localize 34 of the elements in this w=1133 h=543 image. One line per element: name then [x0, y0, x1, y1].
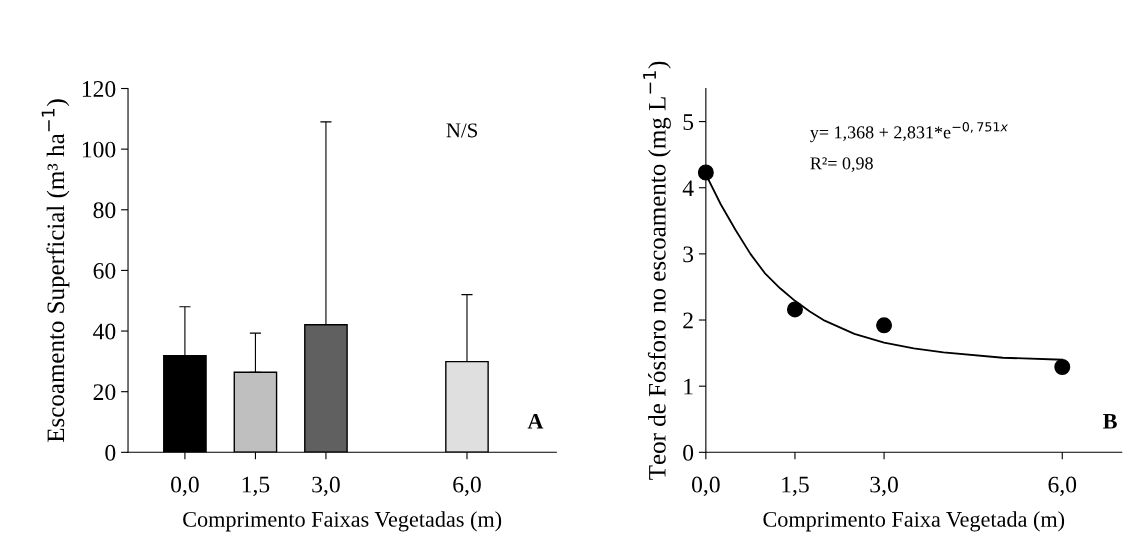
- x-tick-label: 6,0: [1048, 476, 1077, 496]
- y-tick-label: 0: [683, 444, 694, 461]
- y-tick-label: 3: [683, 246, 694, 263]
- x-tick-label: 3,0: [870, 476, 898, 496]
- y-tick-label: 20: [93, 384, 116, 401]
- annotation: R²= 0,98: [810, 157, 873, 173]
- annotation: B: [1103, 414, 1117, 429]
- x-tick-label: 0,0: [692, 476, 720, 496]
- point: [697, 164, 714, 181]
- x-tick-label: 3,0: [312, 476, 340, 496]
- annotation: A: [527, 413, 544, 429]
- y-tick-label: 120: [82, 81, 116, 97]
- y-tick-label: 40: [93, 323, 116, 340]
- x-tick-label: 0,0: [171, 476, 199, 496]
- x-tick-label: 1,5: [242, 476, 270, 496]
- y-tick-label: 4: [682, 180, 694, 196]
- y-axis-title: Teor de Fósforo no escoamento (mg L$^{−1}$): [643, 61, 671, 480]
- point: [876, 317, 893, 334]
- point: [1054, 359, 1071, 375]
- annotation: N/S: [446, 123, 477, 138]
- point: [786, 301, 803, 318]
- annotation: y= 1,368 + 2,831*e$^{−0,751x}$: [810, 121, 1009, 143]
- y-axis-title: Escoamento Superficial (m³ ha$^{−1}$): [41, 99, 70, 443]
- x-tick-label: 1,5: [782, 476, 809, 496]
- x-axis-title: Comprimento Faixa Vegetada (m): [763, 511, 1065, 532]
- x-axis-title: Comprimento Faixas Vegetadas (m): [183, 511, 502, 532]
- y-tick-label: 5: [683, 114, 694, 131]
- x-tick-label: 6,0: [453, 476, 481, 496]
- y-tick-label: 2: [683, 312, 693, 329]
- y-tick-label: 1: [684, 378, 693, 395]
- y-tick-label: 80: [93, 202, 116, 219]
- y-tick-label: 0: [105, 444, 116, 461]
- y-tick-label: 100: [82, 141, 116, 158]
- y-tick-label: 60: [93, 262, 116, 279]
